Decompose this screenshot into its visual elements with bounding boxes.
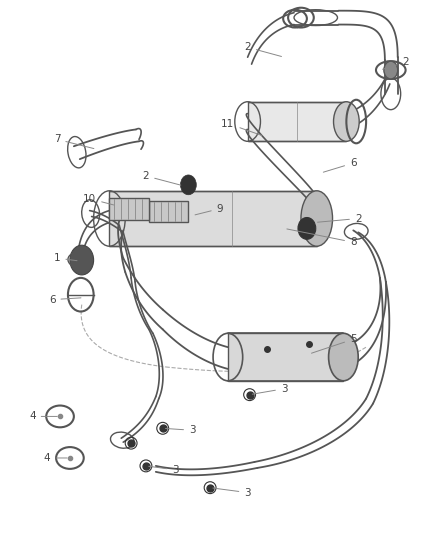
Text: 4: 4: [44, 453, 67, 463]
Text: 10: 10: [83, 193, 113, 205]
Text: 11: 11: [221, 118, 262, 135]
Text: 7: 7: [54, 134, 94, 149]
Ellipse shape: [180, 175, 196, 195]
Text: 2: 2: [382, 57, 409, 69]
Text: 1: 1: [54, 253, 77, 263]
Ellipse shape: [301, 191, 332, 246]
Polygon shape: [110, 191, 317, 246]
Text: 3: 3: [148, 465, 179, 475]
Ellipse shape: [298, 217, 316, 239]
Polygon shape: [247, 102, 346, 141]
Text: 2: 2: [244, 42, 282, 56]
Polygon shape: [228, 333, 343, 381]
Text: 3: 3: [213, 488, 251, 498]
Text: 4: 4: [29, 411, 57, 422]
Text: 5: 5: [311, 334, 357, 353]
Text: 6: 6: [49, 295, 81, 305]
Text: 2: 2: [143, 171, 181, 185]
Polygon shape: [110, 198, 149, 221]
Ellipse shape: [384, 61, 398, 79]
Ellipse shape: [333, 102, 359, 141]
Text: 9: 9: [195, 204, 223, 215]
Polygon shape: [149, 201, 188, 222]
Text: 2: 2: [318, 214, 361, 223]
Text: 8: 8: [287, 229, 357, 247]
Text: 3: 3: [166, 425, 196, 435]
Text: 3: 3: [252, 384, 287, 394]
Ellipse shape: [70, 245, 94, 275]
Ellipse shape: [328, 333, 358, 381]
Text: 6: 6: [323, 158, 357, 172]
